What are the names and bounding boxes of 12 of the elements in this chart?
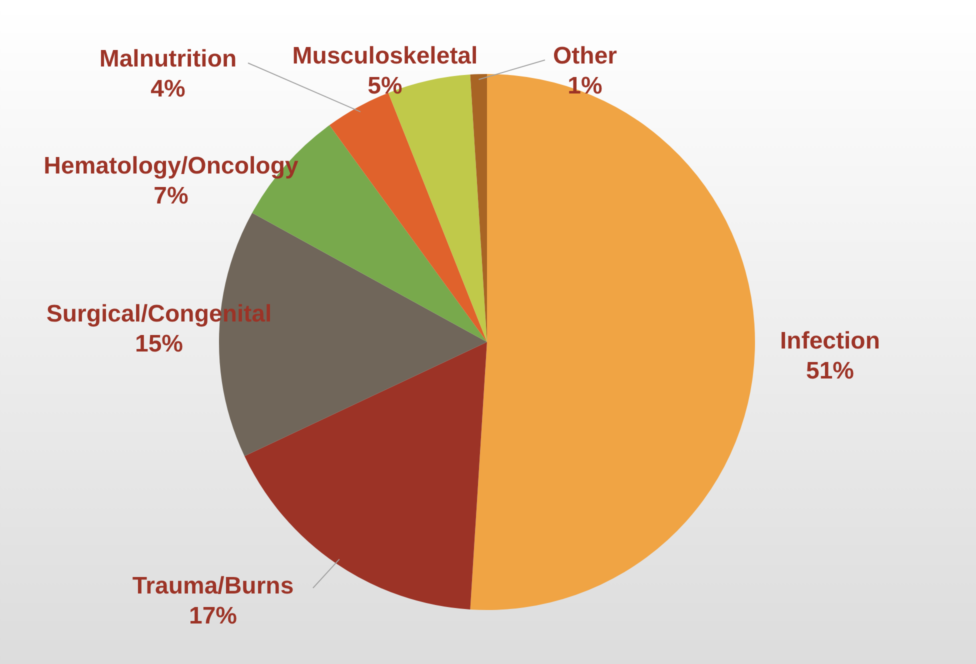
data-label: 5%	[368, 72, 402, 100]
data-label: 17%	[188, 602, 238, 630]
data-label: 51%	[806, 358, 854, 385]
slice-label: Infection	[780, 328, 880, 355]
data-label: 7%	[154, 182, 188, 210]
data-label: 15%	[134, 330, 184, 358]
slice-label: Musculoskeletal	[292, 42, 478, 70]
slice-label: Trauma/Burns	[132, 572, 294, 600]
slice-label: Malnutrition	[99, 46, 237, 73]
data-label: 4%	[150, 76, 186, 103]
slice-label: Other	[552, 42, 618, 70]
data-label: 1%	[568, 72, 602, 100]
